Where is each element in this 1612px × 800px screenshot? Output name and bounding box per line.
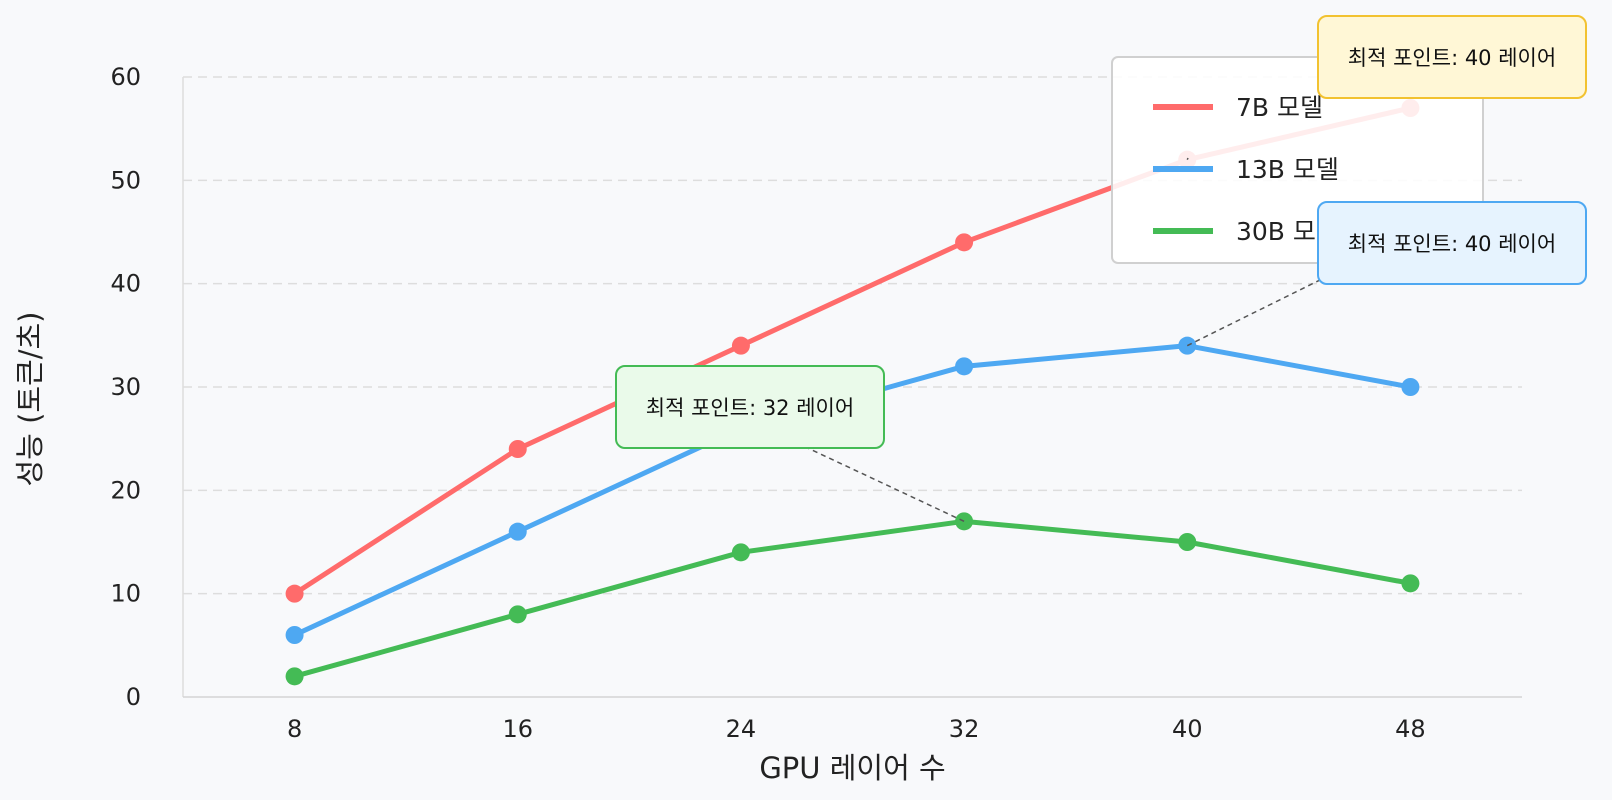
annotation-box	[1317, 15, 1587, 99]
y-tick-label: 20	[110, 476, 141, 504]
legend-label: 7B 모델	[1236, 93, 1323, 122]
data-point	[731, 543, 750, 562]
y-tick-label: 40	[110, 270, 141, 298]
annotation-box	[615, 365, 885, 449]
data-point	[955, 357, 974, 376]
annotation-connector	[1186, 157, 1189, 160]
data-point	[285, 584, 304, 603]
annotation-connector	[796, 442, 965, 523]
data-point	[508, 522, 527, 541]
x-tick-label: 24	[726, 715, 757, 743]
y-tick-label: 10	[110, 580, 141, 608]
data-point	[955, 233, 974, 252]
data-point	[508, 605, 527, 624]
data-point	[285, 667, 304, 686]
y-tick-label: 50	[110, 166, 141, 194]
annotation-connector	[1186, 275, 1329, 347]
x-tick-label: 48	[1395, 715, 1426, 743]
data-point	[731, 336, 750, 355]
x-tick-label: 16	[502, 715, 533, 743]
y-tick-label: 30	[110, 373, 141, 401]
axes: 0 10 20 30 40 50 60 8 16 24 32 40 48	[110, 63, 1522, 743]
x-tick-label: 40	[1172, 715, 1203, 743]
legend-label: 13B 모델	[1236, 155, 1339, 184]
y-tick-label: 0	[126, 683, 141, 711]
series-line-2	[292, 518, 1413, 679]
annotation-label: 최적 포인트: 32 레이어	[646, 396, 854, 420]
y-axis-title: 성능 (토큰/초)	[13, 311, 47, 486]
annotation-label: 최적 포인트: 40 레이어	[1348, 46, 1556, 70]
data-point	[285, 626, 304, 644]
data-point	[1401, 574, 1420, 593]
y-tick-label: 60	[110, 63, 141, 91]
data-point	[1401, 378, 1420, 396]
annotation-label: 최적 포인트: 40 레이어	[1348, 232, 1556, 256]
annotation-box	[1317, 201, 1587, 285]
x-axis-title: GPU 레이어 수	[759, 751, 945, 785]
data-point	[508, 440, 527, 458]
data-point	[1178, 533, 1197, 551]
x-tick-label: 8	[287, 715, 302, 743]
x-tick-label: 32	[949, 715, 980, 743]
